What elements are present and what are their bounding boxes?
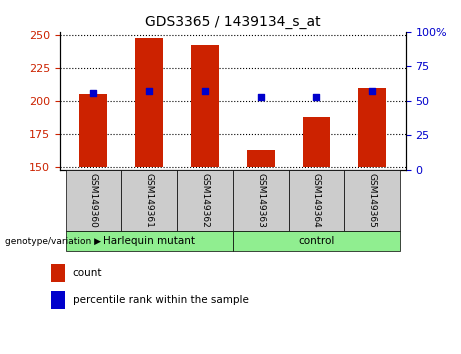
Text: genotype/variation ▶: genotype/variation ▶: [5, 237, 100, 246]
Bar: [79, 94, 107, 167]
Text: control: control: [298, 236, 335, 246]
Bar: [302, 117, 331, 167]
Text: GSM149365: GSM149365: [368, 173, 377, 228]
Point: [90, 90, 97, 96]
Title: GDS3365 / 1439134_s_at: GDS3365 / 1439134_s_at: [145, 16, 320, 29]
Bar: [233, 170, 289, 231]
Bar: [177, 170, 233, 231]
Bar: [51, 264, 65, 282]
Text: GSM149362: GSM149362: [201, 173, 209, 228]
Text: GSM149361: GSM149361: [145, 173, 154, 228]
Point: [201, 88, 209, 94]
Text: GSM149363: GSM149363: [256, 173, 265, 228]
Bar: [135, 39, 163, 167]
Point: [313, 94, 320, 99]
Bar: [233, 231, 400, 251]
Bar: [344, 170, 400, 231]
Text: percentile rank within the sample: percentile rank within the sample: [72, 295, 248, 305]
Bar: [65, 170, 121, 231]
Bar: [51, 291, 65, 309]
Bar: [289, 170, 344, 231]
Bar: [65, 231, 233, 251]
Text: Harlequin mutant: Harlequin mutant: [103, 236, 195, 246]
Point: [368, 88, 376, 94]
Point: [146, 88, 153, 94]
Bar: [191, 45, 219, 167]
Point: [257, 94, 264, 99]
Bar: [247, 150, 275, 167]
Bar: [121, 170, 177, 231]
Bar: [358, 88, 386, 167]
Text: GSM149364: GSM149364: [312, 173, 321, 228]
Text: count: count: [72, 268, 102, 278]
Text: GSM149360: GSM149360: [89, 173, 98, 228]
